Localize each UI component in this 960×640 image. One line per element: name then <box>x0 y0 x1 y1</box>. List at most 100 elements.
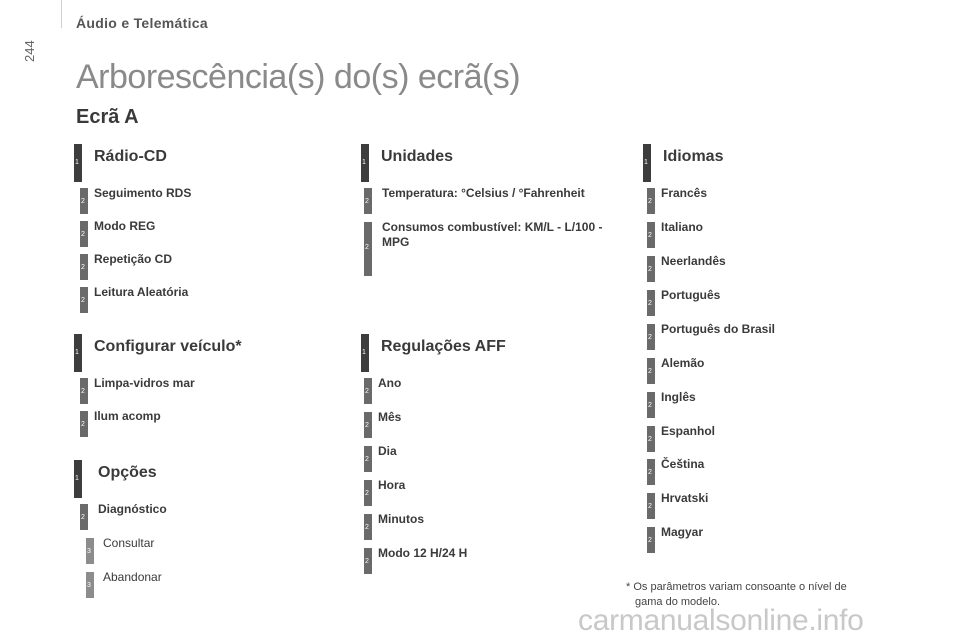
menu-item-label: Magyar <box>661 525 704 539</box>
menu-item-label: Inglês <box>661 390 696 404</box>
footnote-line1: * Os parâmetros variam consoante o nível… <box>626 581 847 593</box>
level-number: 2 <box>365 388 369 395</box>
level-number: 2 <box>648 368 652 375</box>
level1-marker <box>74 144 82 182</box>
level2-marker <box>80 254 88 280</box>
footnote: * Os parâmetros variam consoante o nível… <box>626 580 916 610</box>
menu-item-label: Espanhol <box>661 424 716 438</box>
menu-item-label: Hora <box>378 478 406 492</box>
menu-item-label: Ano <box>378 376 402 390</box>
header-title: Áudio e Telemática <box>76 15 208 31</box>
level-number: 2 <box>81 264 85 271</box>
menu-item-label: Čeština <box>661 457 705 471</box>
level2-marker <box>364 480 372 506</box>
level-number: 2 <box>365 456 369 463</box>
level2-marker <box>80 188 88 214</box>
level-number: 2 <box>365 490 369 497</box>
level2-marker <box>647 459 655 485</box>
menu-item-label: Italiano <box>661 220 704 234</box>
options-title: Opções <box>98 464 157 481</box>
level-number: 1 <box>644 159 648 166</box>
menu-item-label: Ilum acomp <box>94 409 161 423</box>
level-number: 1 <box>362 159 366 166</box>
menu-subitem-label: Abandonar <box>103 570 162 584</box>
level1-marker <box>361 144 369 182</box>
level-number: 2 <box>648 469 652 476</box>
menu-item-label: Seguimento RDS <box>94 186 192 200</box>
level1-marker <box>361 334 369 372</box>
menu-item-label: Modo REG <box>94 219 156 233</box>
menu-item-label: Neerlandês <box>661 254 726 268</box>
vehicle-title: Configurar veículo* <box>94 338 242 355</box>
level-number: 2 <box>648 402 652 409</box>
level-number: 1 <box>75 159 79 166</box>
level-number: 2 <box>81 514 85 521</box>
menu-item-label: Leitura Aleatória <box>94 285 189 299</box>
aff-title: Regulações AFF <box>381 338 506 355</box>
page-title: Arborescência(s) do(s) ecrã(s) <box>76 58 521 96</box>
footnote-line2: gama do modelo. <box>635 596 720 608</box>
watermark: carmanualsonline.info <box>578 604 864 637</box>
level2-marker <box>364 412 372 438</box>
level-number: 2 <box>365 524 369 531</box>
level-number: 2 <box>648 503 652 510</box>
section-title: Ecrã A <box>76 106 139 128</box>
level-number: 2 <box>81 231 85 238</box>
menu-item-label: Português <box>661 288 721 302</box>
level2-marker <box>647 256 655 282</box>
level-number: 2 <box>365 244 369 251</box>
level2-marker <box>364 446 372 472</box>
menu-item-label: Limpa-vidros mar <box>94 376 195 390</box>
level-number: 2 <box>648 334 652 341</box>
level-number: 2 <box>81 421 85 428</box>
level2-marker <box>364 188 372 214</box>
level2-marker <box>647 358 655 384</box>
menu-item-label: Hrvatski <box>661 491 709 505</box>
menu-item-label: Repetição CD <box>94 252 173 266</box>
level-number: 2 <box>648 537 652 544</box>
level1-marker <box>643 144 651 182</box>
level2-marker <box>647 527 655 553</box>
menu-item-label: Dia <box>378 444 397 458</box>
level2-marker <box>364 222 372 276</box>
menu-item-label: Diagnóstico <box>98 502 167 516</box>
menu-item-label: Mês <box>378 410 402 424</box>
menu-item-label: Consumos combustível: KM/L - L/100 - MPG <box>382 220 603 249</box>
menu-item-label: Francês <box>661 186 708 200</box>
units-title: Unidades <box>381 148 454 165</box>
level-number: 3 <box>87 582 91 589</box>
menu-item-label: Minutos <box>378 512 424 526</box>
menu-item-label: Modo 12 H/24 H <box>378 546 468 560</box>
level-number: 2 <box>365 198 369 205</box>
level2-marker <box>80 504 88 530</box>
level2-marker <box>647 290 655 316</box>
level-number: 3 <box>87 548 91 555</box>
level2-marker <box>647 426 655 452</box>
level-number: 2 <box>648 198 652 205</box>
level1-marker <box>74 334 82 372</box>
level2-marker <box>364 514 372 540</box>
side-divider <box>61 0 62 28</box>
level-number: 2 <box>81 388 85 395</box>
level2-marker <box>80 378 88 404</box>
level2-marker <box>80 411 88 437</box>
level-number: 2 <box>81 297 85 304</box>
radio-title: Rádio-CD <box>94 148 167 165</box>
menu-subitem-label: Consultar <box>103 536 155 550</box>
level2-marker <box>364 548 372 574</box>
menu-item-label: Temperatura: °Celsius / °Fahrenheit <box>382 186 585 200</box>
menu-item-label: Português do Brasil <box>661 322 776 336</box>
level2-marker <box>647 188 655 214</box>
level-number: 2 <box>81 198 85 205</box>
level2-marker <box>647 392 655 418</box>
level2-marker <box>647 222 655 248</box>
languages-title: Idiomas <box>663 148 724 165</box>
level2-marker <box>647 324 655 350</box>
level-number: 2 <box>648 266 652 273</box>
level3-marker <box>86 538 94 564</box>
level-number: 1 <box>75 349 79 356</box>
level3-marker <box>86 572 94 598</box>
level-number: 1 <box>362 349 366 356</box>
level-number: 2 <box>365 422 369 429</box>
level2-marker <box>364 378 372 404</box>
